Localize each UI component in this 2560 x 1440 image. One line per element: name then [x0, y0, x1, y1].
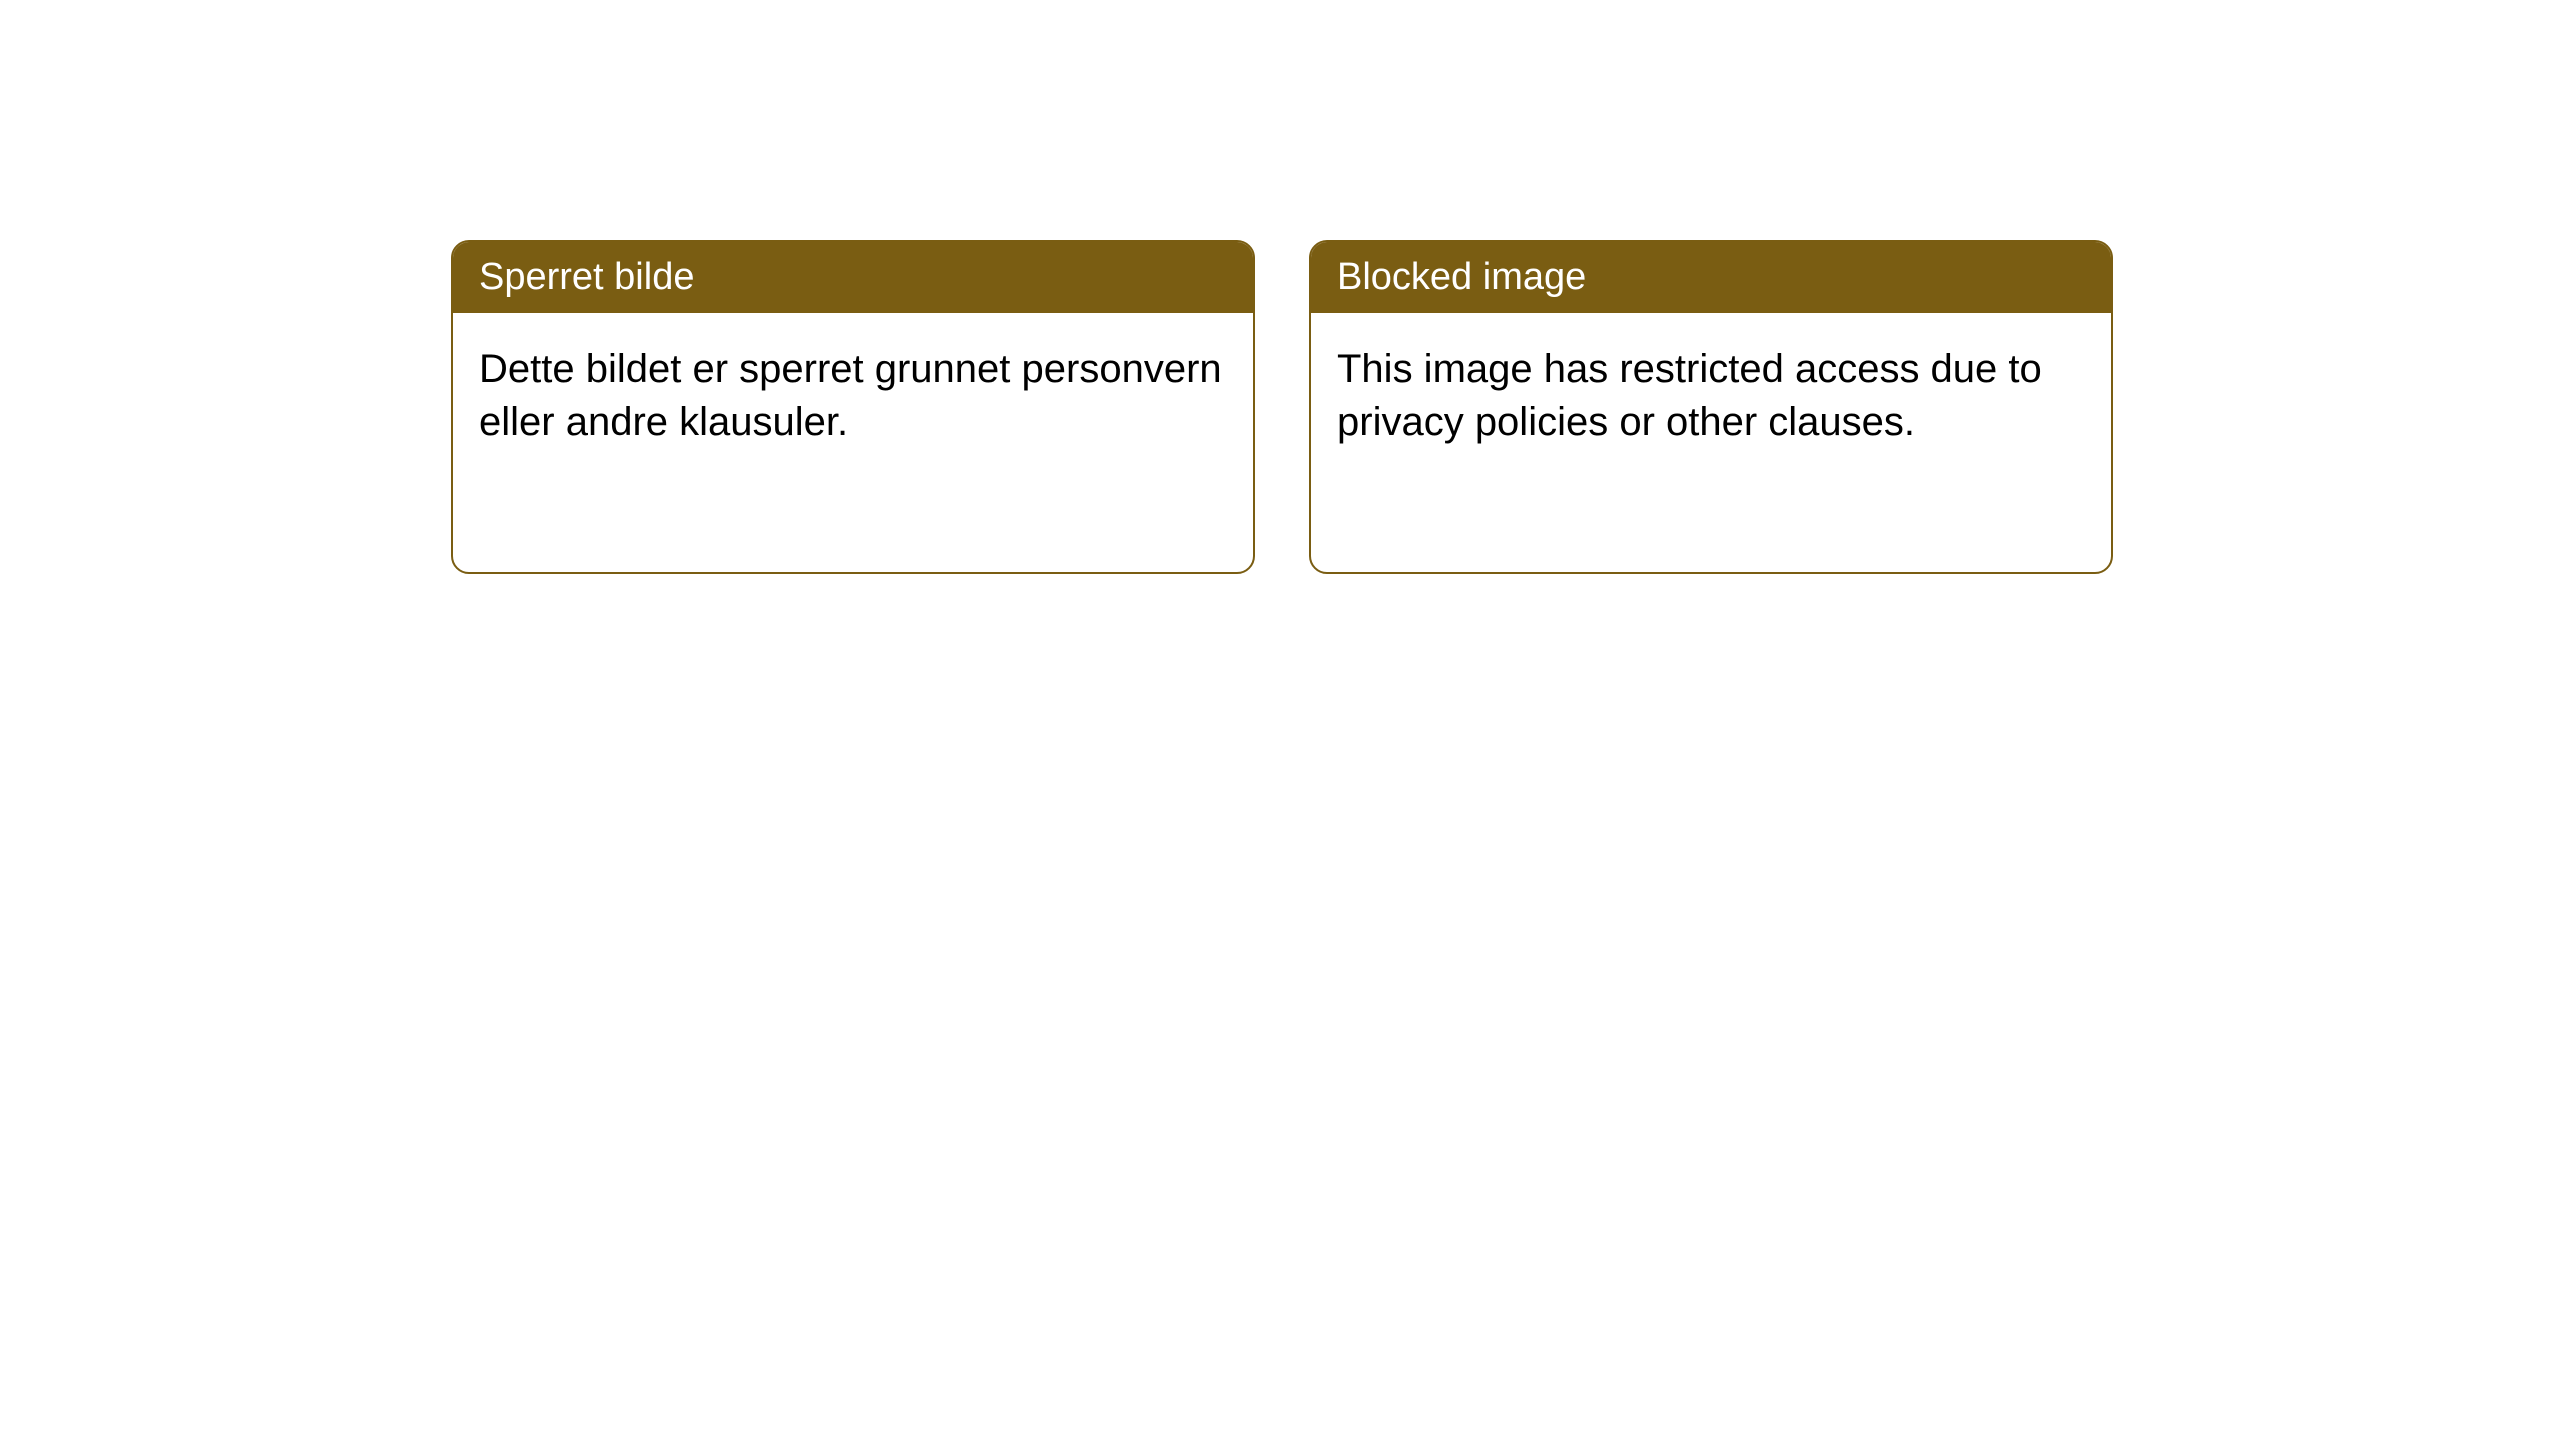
notice-container: Sperret bilde Dette bildet er sperret gr…: [451, 240, 2113, 574]
notice-header: Blocked image: [1311, 242, 2111, 313]
notice-body: Dette bildet er sperret grunnet personve…: [453, 313, 1253, 479]
notice-card-norwegian: Sperret bilde Dette bildet er sperret gr…: [451, 240, 1255, 574]
notice-header: Sperret bilde: [453, 242, 1253, 313]
notice-body: This image has restricted access due to …: [1311, 313, 2111, 479]
notice-card-english: Blocked image This image has restricted …: [1309, 240, 2113, 574]
